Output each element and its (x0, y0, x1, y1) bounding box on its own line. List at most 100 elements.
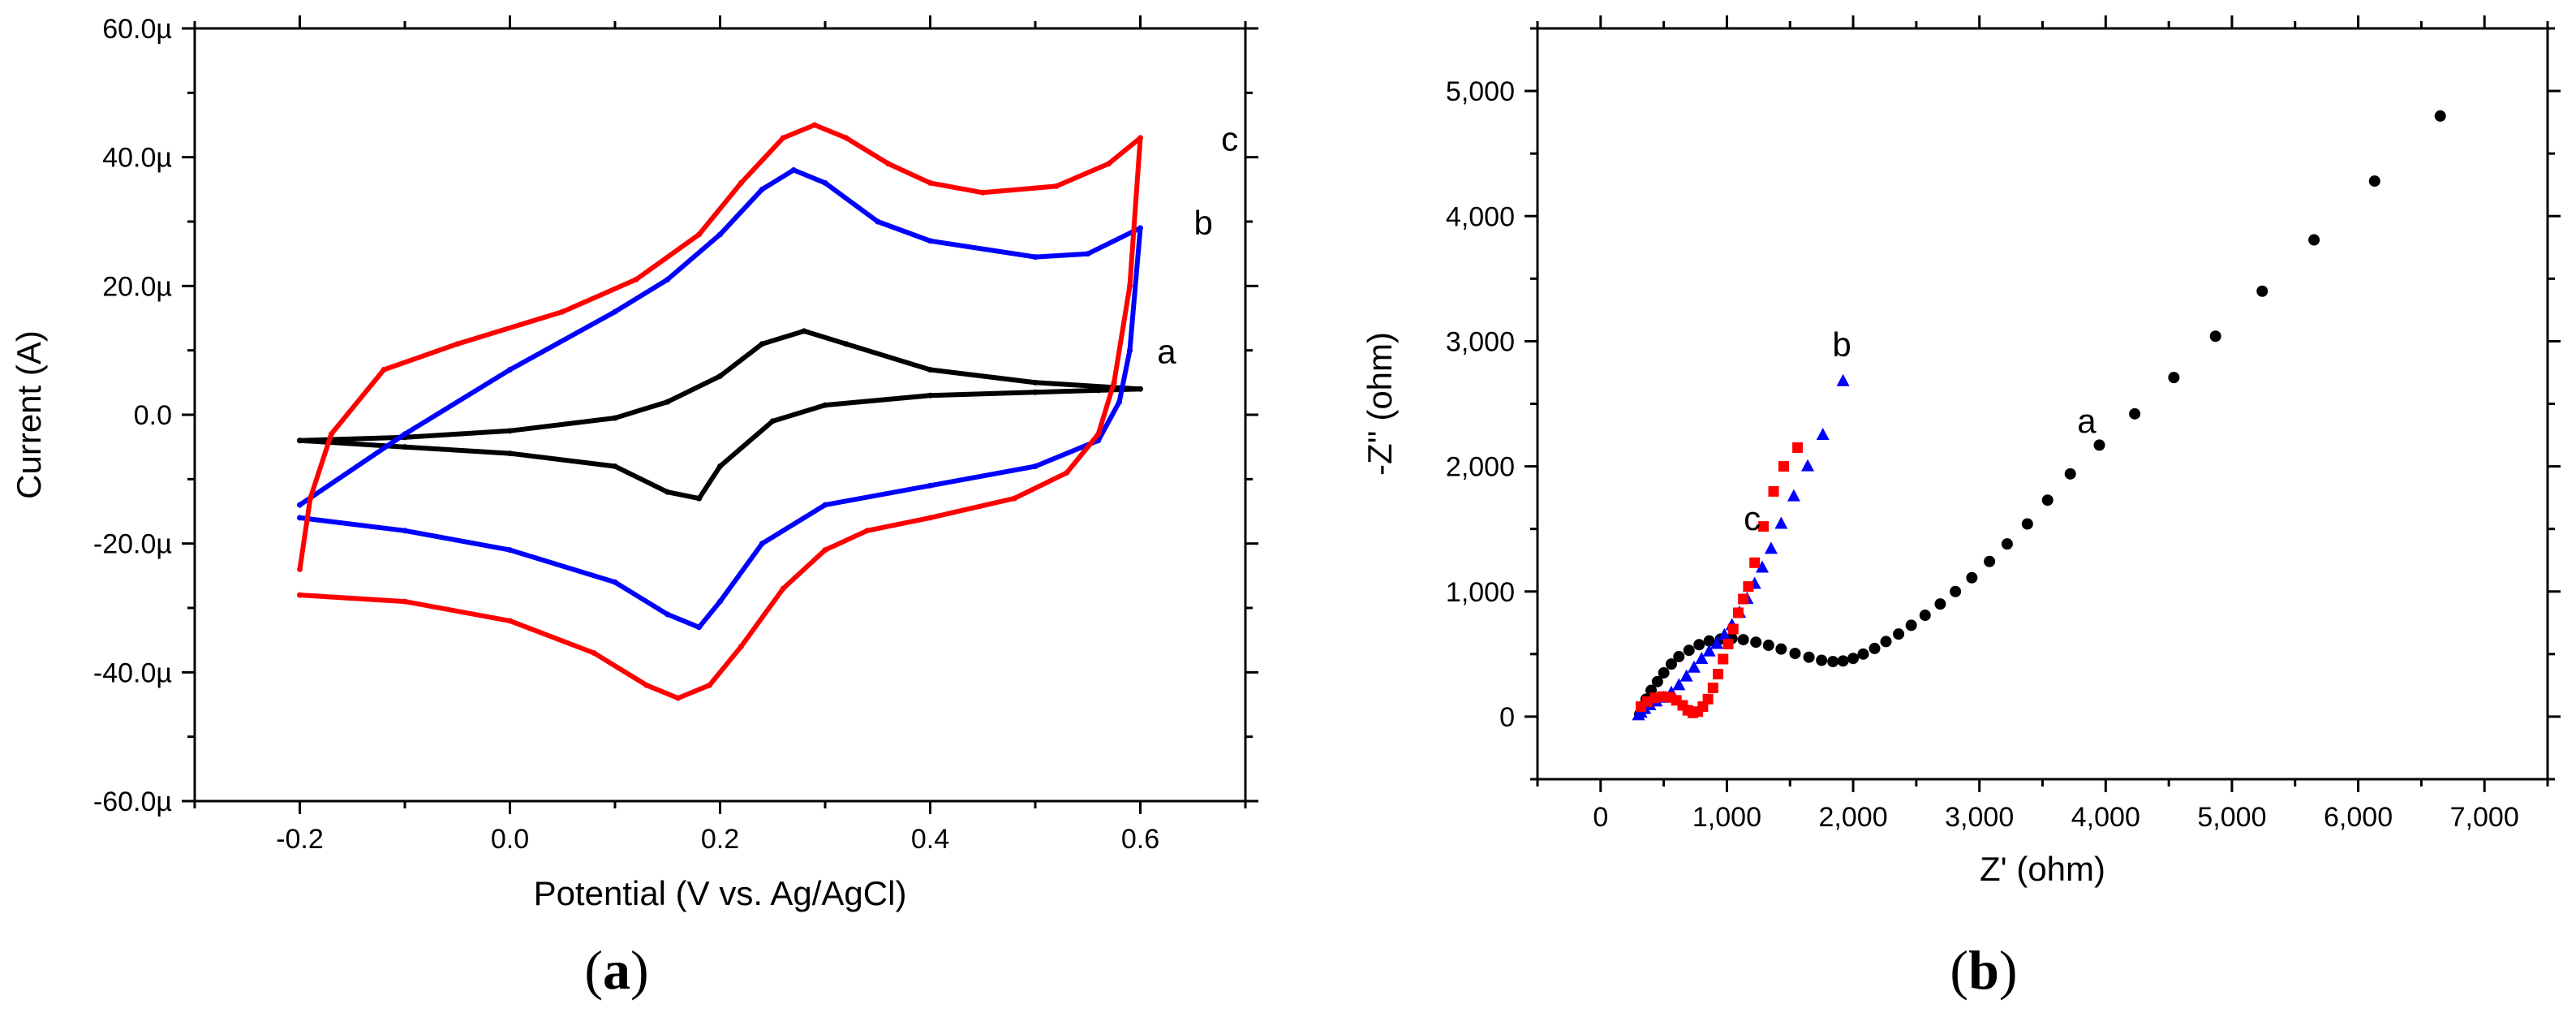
data-point (822, 502, 828, 508)
data-point (1722, 639, 1734, 649)
data-point (2256, 285, 2269, 297)
data-point (1137, 225, 1143, 231)
curve-label: c (1744, 499, 1761, 537)
data-point (1718, 627, 1731, 640)
data-point (664, 276, 671, 282)
data-point (1011, 495, 1017, 502)
data-point (402, 431, 408, 437)
data-point (780, 585, 786, 592)
y-tick-label: -20.0µ (93, 529, 172, 560)
y-tick-label: 0.0 (134, 400, 172, 431)
data-point (1702, 693, 1714, 705)
data-point (1816, 654, 1828, 666)
y-tick-label: 4,000 (1446, 201, 1515, 232)
x-tick-label: 3,000 (1945, 802, 2014, 833)
curve-label: a (1157, 333, 1176, 371)
x-axis-label: Potential (V vs. Ag/AgCl) (534, 874, 907, 912)
data-point (759, 341, 765, 347)
data-point (717, 598, 723, 605)
data-point (2168, 372, 2180, 384)
data-point (927, 482, 933, 489)
data-point (507, 450, 513, 457)
x-tick-label: 0.6 (1121, 824, 1159, 855)
data-point (1679, 669, 1693, 682)
data-point (1683, 644, 1695, 657)
curve-label: a (2077, 402, 2096, 440)
x-tick-label: 0.2 (701, 824, 739, 855)
y-tick-label: 2,000 (1446, 452, 1515, 483)
data-point (1789, 648, 1801, 660)
data-point (1032, 389, 1039, 395)
data-point (1053, 183, 1060, 189)
data-point (297, 566, 303, 572)
data-point (769, 418, 776, 424)
y-tick-label: 60.0µ (102, 14, 172, 45)
data-point (1762, 640, 1774, 652)
data-point (1758, 521, 1770, 532)
data-point (1095, 387, 1102, 394)
data-point (1869, 642, 1881, 654)
data-point (1718, 653, 1729, 665)
data-point (1127, 347, 1133, 354)
data-point (1111, 379, 1117, 386)
data-point (612, 579, 618, 585)
data-point (1672, 678, 1686, 691)
data-point (1778, 461, 1789, 472)
data-point (2308, 234, 2320, 246)
data-point (2129, 407, 2141, 420)
data-point (2368, 175, 2380, 187)
data-point (875, 218, 881, 225)
x-tick-label: 1,000 (1692, 802, 1761, 833)
data-point (822, 179, 828, 186)
x-tick-label: -0.2 (276, 824, 324, 855)
y-tick-label: 0 (1499, 702, 1515, 733)
data-point (1750, 636, 1762, 649)
data-point (1702, 644, 1716, 657)
data-point (843, 135, 849, 141)
data-point (801, 328, 807, 334)
data-point (885, 161, 892, 167)
plot-frame (1536, 27, 2549, 781)
data-point (1756, 560, 1770, 573)
data-point (696, 231, 703, 238)
y-tick-label: 40.0µ (102, 143, 172, 174)
data-point (633, 276, 639, 282)
data-point (2093, 439, 2105, 451)
series-a: a (1634, 110, 2446, 720)
data-point (1801, 459, 1815, 472)
eis-chart: 0 1,000 2,000 3,000 4,000 5,000 6,000 7,000 0 1,0… (1361, 15, 2561, 1001)
data-point (1950, 585, 1962, 597)
data-point (738, 179, 744, 186)
data-point (1703, 635, 1715, 647)
data-point (1064, 469, 1070, 476)
data-point (507, 428, 513, 434)
data-point (2041, 494, 2053, 506)
data-point (1738, 593, 1749, 605)
data-point (1709, 636, 1723, 649)
data-point (2209, 330, 2221, 343)
data-point (707, 682, 713, 688)
data-point (1827, 656, 1839, 668)
series-b: b (297, 167, 1213, 631)
data-point (2434, 110, 2446, 122)
data-point (454, 341, 461, 347)
data-point (1857, 648, 1869, 660)
data-point (822, 547, 828, 554)
data-point (717, 231, 723, 238)
x-tick-label: 2,000 (1819, 802, 1888, 833)
data-point (1032, 379, 1039, 386)
x-tick-label: 0 (1593, 802, 1608, 833)
x-tick-label: 5,000 (2197, 802, 2266, 833)
data-point (1919, 610, 1931, 622)
data-point (1775, 643, 1787, 655)
y-tick-label: 5,000 (1446, 76, 1515, 107)
data-point (559, 308, 566, 315)
data-point (1966, 571, 1978, 584)
data-point (717, 463, 723, 469)
data-point (402, 444, 408, 450)
data-point (507, 366, 513, 373)
data-point (1792, 442, 1804, 453)
data-point (1658, 666, 1670, 679)
data-point (1984, 555, 1996, 567)
